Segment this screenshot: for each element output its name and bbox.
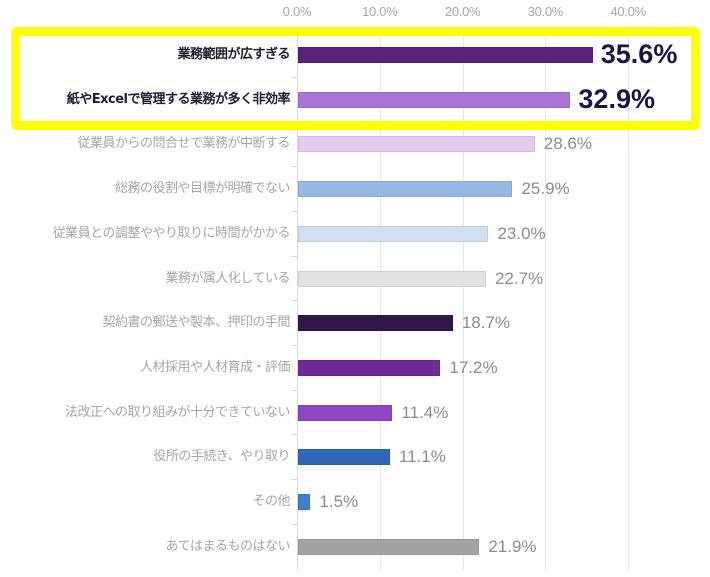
- x-tick-label: 30.0%: [527, 4, 564, 19]
- bar-row: 従業員からの問合せで業務が中断する 28.6%: [0, 121, 710, 166]
- bar-row: 紙やExcelで管理する業務が多く非効率 32.9%: [0, 77, 710, 122]
- y-axis-line: [297, 30, 298, 570]
- bar: [298, 225, 489, 242]
- x-tick-label: 20.0%: [444, 4, 481, 19]
- bar-row: 人材採用や人材育成・評価 17.2%: [0, 345, 710, 390]
- bar: [298, 91, 571, 108]
- category-label: 役所の手続き、やり取り: [153, 449, 290, 465]
- value-label: 32.9%: [578, 83, 655, 114]
- value-label: 23.0%: [497, 223, 546, 243]
- gridline: [628, 30, 629, 570]
- value-label: 17.2%: [449, 357, 498, 377]
- category-label: 従業員からの問合せで業務が中断する: [77, 136, 290, 152]
- bar-row: あてはまるものはない 21.9%: [0, 524, 710, 569]
- bar: [298, 359, 441, 376]
- value-label: 21.9%: [488, 536, 537, 556]
- gridline: [380, 30, 381, 570]
- category-label: 人材採用や人材育成・評価: [139, 359, 291, 375]
- x-tick-label: 40.0%: [610, 4, 647, 19]
- value-label: 18.7%: [461, 313, 511, 333]
- value-label: 11.4%: [401, 402, 449, 422]
- axis-tick: [291, 166, 297, 168]
- axis-tick: [291, 479, 297, 480]
- bar-row: 従業員との調整ややり取りに時間がかかる 23.0%: [0, 211, 710, 256]
- bar: [298, 494, 311, 510]
- value-label: 22.7%: [494, 268, 544, 288]
- category-label: その他: [252, 494, 290, 509]
- bar: [298, 538, 480, 555]
- bar: [298, 136, 535, 153]
- x-tick-label: 0.0%: [282, 4, 312, 19]
- bar-row: 業務が属人化している 22.7%: [0, 256, 710, 301]
- axis-tick: [291, 121, 297, 123]
- category-label: 従業員との調整ややり取りに時間がかかる: [52, 225, 291, 241]
- gridline: [463, 30, 464, 570]
- category-label: 業務範囲が広すぎる: [177, 47, 290, 62]
- axis-tick: [291, 344, 297, 346]
- axis-tick: [291, 210, 297, 212]
- bar: [298, 449, 390, 466]
- bar-row: その他 1.5%: [0, 479, 710, 524]
- axis-tick: [291, 434, 297, 436]
- bar: [298, 181, 513, 198]
- value-label: 25.9%: [521, 179, 570, 199]
- category-label: あてはまるものはない: [165, 538, 291, 554]
- bar-row: 契約書の郵送や製本、押印の手間 18.7%: [0, 300, 710, 345]
- value-label: 28.6%: [543, 134, 592, 154]
- x-tick-label: 10.0%: [362, 4, 398, 19]
- bar: [298, 270, 486, 287]
- bar-row: 業務範囲が広すぎる 35.6%: [0, 32, 710, 77]
- gridline: [545, 30, 546, 570]
- value-label: 11.1%: [398, 447, 446, 467]
- axis-tick: [291, 76, 297, 78]
- bar: [298, 315, 453, 332]
- category-label: 業務が属人化している: [165, 270, 290, 286]
- value-label: 35.6%: [600, 39, 678, 69]
- category-label: 総務の役割や目標が明確でない: [114, 181, 291, 197]
- bar-row: 総務の役割や目標が明確でない 25.9%: [0, 166, 710, 211]
- value-label: 1.5%: [319, 492, 359, 511]
- bar-row: 法改正への取り組みが十分できていない 11.4%: [0, 390, 710, 435]
- category-label: 契約書の郵送や製本、押印の手間: [102, 315, 290, 331]
- bar-row: 役所の手続き、やり取り 11.1%: [0, 434, 710, 479]
- axis-tick: [291, 300, 297, 302]
- axis-tick: [291, 389, 297, 391]
- axis-tick: [291, 523, 297, 525]
- category-label: 法改正への取り組みが十分できていない: [64, 404, 291, 420]
- bar: [298, 47, 593, 63]
- category-label: 紙やExcelで管理する業務が多く非効率: [66, 91, 291, 107]
- bar: [298, 404, 393, 421]
- axis-tick: [291, 255, 297, 257]
